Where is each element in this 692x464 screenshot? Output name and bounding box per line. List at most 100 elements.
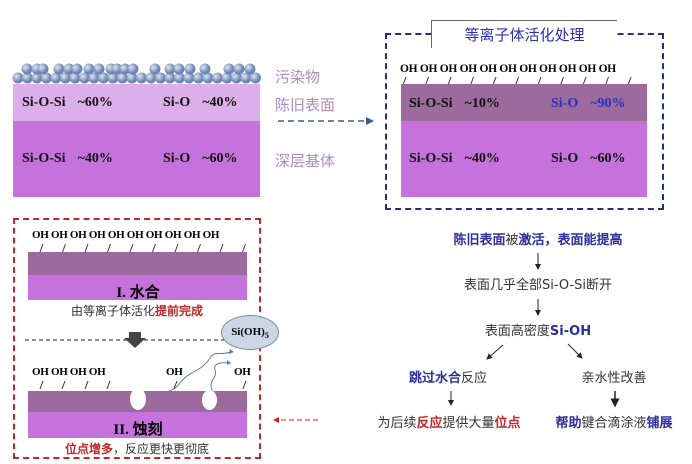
label-old-surface: 陈旧表面: [275, 96, 336, 114]
product-label: Si(OH): [231, 326, 265, 338]
product-ellipse: Si(OH)5: [221, 315, 279, 350]
bond: [402, 76, 407, 85]
old-a: Si-O-Si: [22, 95, 66, 110]
act-b: Si-O: [551, 96, 579, 111]
rdeep-a: Si-O-Si: [409, 151, 453, 166]
deep-a-pct: ~40%: [77, 151, 113, 166]
particle: [37, 63, 49, 75]
step-hydration: I. 水合: [116, 285, 160, 301]
particle: [12, 72, 24, 84]
flow-skip-hydration: 跳过水合反应: [408, 371, 488, 386]
particle: [98, 72, 109, 84]
activated-surface-layer: [401, 84, 647, 121]
step-etching: II. 蚀刻: [113, 422, 163, 438]
bond: [605, 76, 609, 85]
bond: [106, 380, 111, 390]
particle: [212, 72, 223, 84]
particle: [173, 63, 185, 75]
bond: [62, 243, 66, 253]
particle: [145, 72, 157, 84]
act-b-pct: ~90%: [590, 96, 626, 111]
particle: [193, 72, 204, 84]
rdeep-a-pct: ~40%: [464, 151, 500, 166]
bond: [470, 76, 474, 85]
bond: [174, 243, 179, 253]
old-b-pct: ~40%: [202, 95, 238, 110]
bond: [152, 243, 156, 253]
label-deep-substrate: 深层基体: [275, 152, 336, 170]
act-a: Si-O-Si: [409, 96, 453, 111]
particle: [31, 72, 43, 84]
bond: [39, 243, 44, 253]
plasma-title-box: 等离子体活化处理: [431, 20, 617, 48]
particle: [183, 72, 195, 84]
flow-hydrophilicity: 亲水性改善: [581, 371, 647, 386]
particle: [63, 63, 75, 75]
particle: [174, 72, 185, 84]
oh-row-2b: OH: [166, 366, 183, 378]
down-arrow-icon: [124, 332, 146, 348]
particle: [184, 63, 196, 75]
oh-bonds: [402, 76, 632, 85]
oh-row-2c: OH: [234, 366, 251, 378]
rdeep-b-pct: ~60%: [590, 151, 626, 166]
particle: [22, 72, 33, 84]
bond: [582, 76, 587, 85]
oh-bonds-1: [39, 243, 246, 253]
dashed-arrow-right: [278, 117, 374, 125]
particle: [136, 72, 147, 84]
old-a-pct: ~60%: [77, 95, 113, 110]
deep-substrate-layer-right: [401, 121, 647, 197]
particle: [119, 63, 131, 75]
bond: [492, 76, 497, 85]
contaminant-particles: [12, 63, 261, 84]
oh-row-right: OH OH OH OH OH OH OH OH OH OH OH: [400, 63, 616, 75]
particle: [21, 63, 33, 75]
bond: [173, 380, 178, 390]
bond: [537, 76, 542, 85]
particle: [149, 63, 161, 75]
etch-pit: [130, 388, 146, 410]
flow-line-2: 表面几乎全部Si-O-Si断开: [463, 278, 613, 293]
deep-b-pct: ~60%: [202, 151, 238, 166]
particle: [231, 72, 242, 84]
bond: [219, 243, 224, 253]
bond: [197, 243, 201, 253]
particle: [111, 63, 123, 75]
oh-row-2a: OH OH OH OH: [32, 366, 106, 378]
bond: [242, 243, 246, 253]
flow-line-3: 表面高密度Si-OH: [484, 324, 592, 339]
caption-2: 位点增多，反应更快更彻底: [64, 442, 210, 456]
caption-1: 由等离子体活化提前完成: [70, 304, 204, 318]
bond: [242, 380, 247, 390]
particle: [244, 63, 256, 75]
particle: [199, 63, 211, 75]
particle: [202, 72, 214, 84]
product-subscript: 5: [264, 331, 269, 341]
particle: [155, 72, 166, 84]
bond: [107, 243, 111, 253]
particle: [126, 72, 138, 84]
flow-arrows: [273, 253, 620, 423]
oh-bonds-2: [39, 380, 247, 390]
old-b: Si-O: [163, 95, 191, 110]
particle: [71, 63, 83, 75]
bond: [39, 380, 44, 390]
bond: [447, 76, 452, 85]
oh-row-1: OH OH OH OH OH OH OH OH OH OH: [32, 229, 220, 241]
particle: [233, 63, 245, 75]
particle: [69, 72, 81, 84]
particle: [117, 72, 128, 84]
deep-a: Si-O-Si: [22, 151, 66, 166]
particle: [223, 63, 235, 75]
particle: [60, 72, 71, 84]
particle: [127, 63, 139, 75]
bond: [84, 243, 89, 253]
substrate-layer-1: [28, 275, 247, 300]
hydrated-layer: [28, 252, 247, 275]
substrate-layer-2: [28, 412, 247, 438]
particle: [250, 72, 261, 84]
particle: [88, 72, 100, 84]
bond: [425, 76, 429, 85]
bond: [61, 380, 66, 390]
